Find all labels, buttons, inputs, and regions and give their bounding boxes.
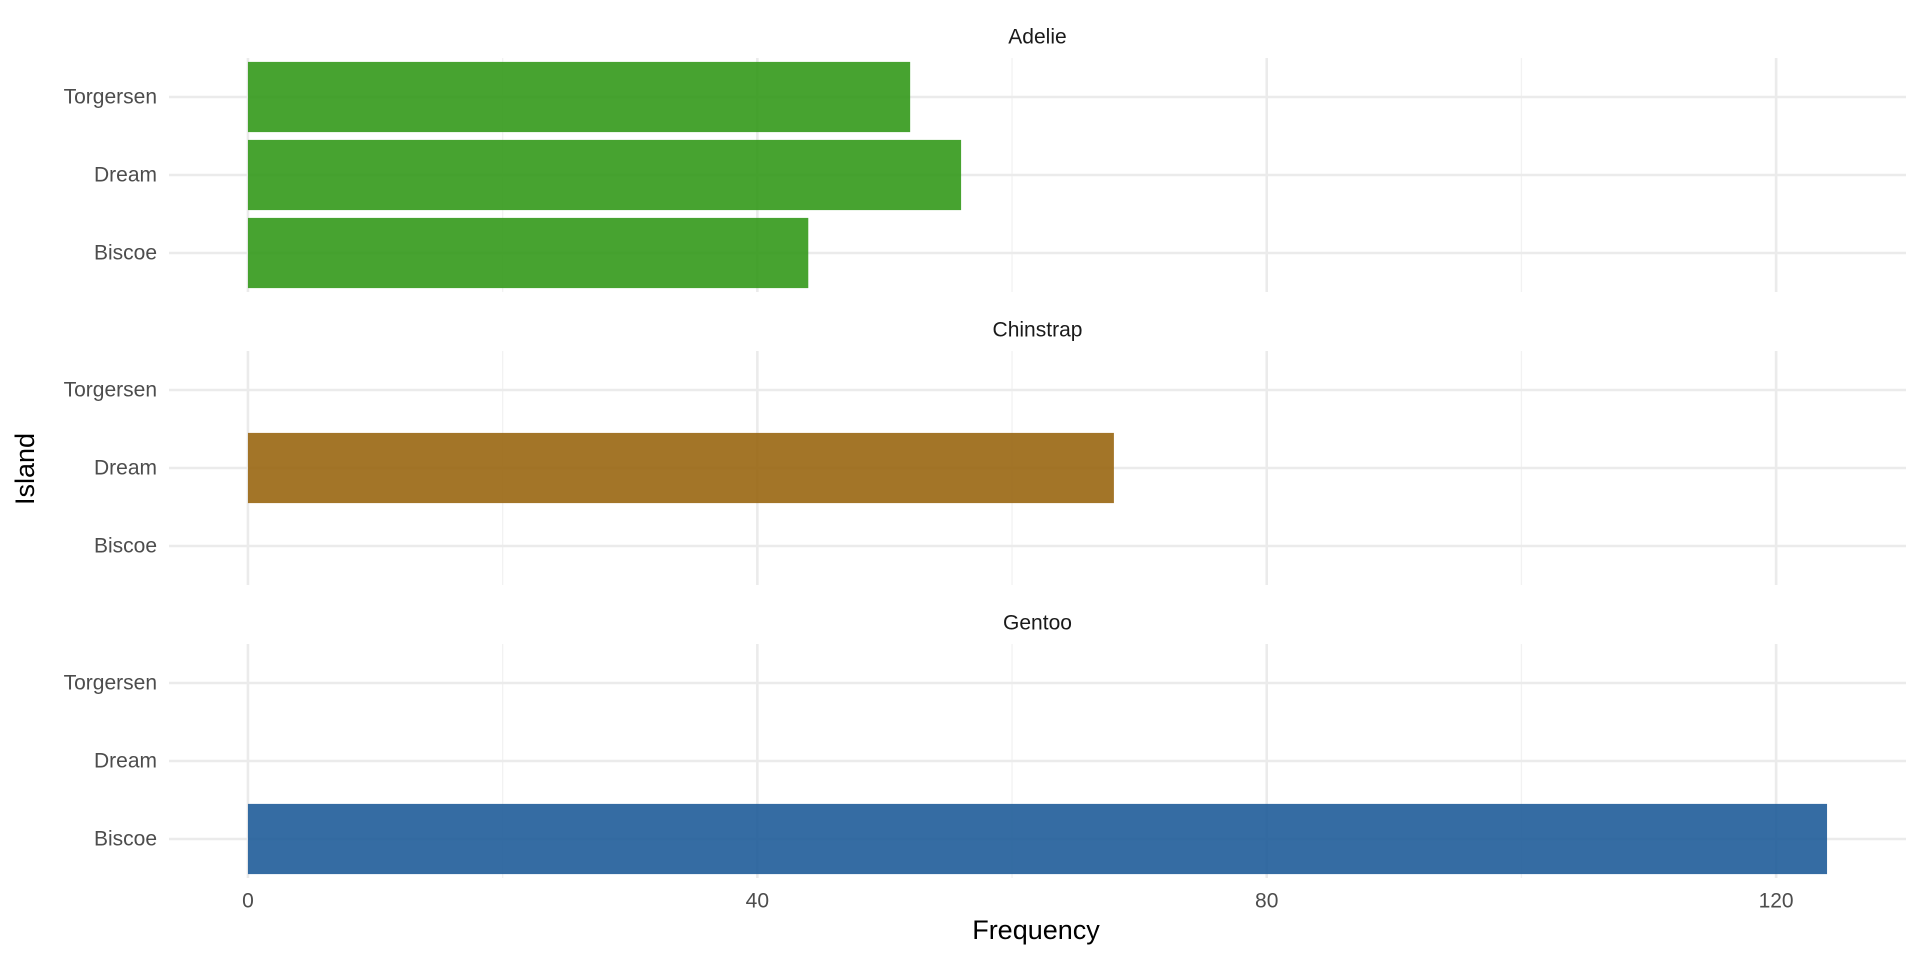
y-tick-label: Dream: [94, 457, 157, 480]
y-tick-label: Biscoe: [94, 535, 157, 558]
labels-layer: Biscoe Dream Torgersen Adelie Biscoe Dream Tor…: [64, 26, 1794, 913]
bar-adelie-dream: [247, 139, 962, 211]
bar-chinstrap-dream: [247, 432, 1114, 504]
y-tick-label: Dream: [94, 164, 157, 187]
bar-gentoo-biscoe: [247, 803, 1828, 875]
bar-adelie-torgersen: [247, 61, 911, 133]
facet-title-adelie: Adelie: [1008, 26, 1066, 49]
x-tick-label: 120: [1759, 890, 1794, 913]
x-tick-label: 80: [1255, 890, 1278, 913]
y-tick-label: Biscoe: [94, 828, 157, 851]
y-tick-label: Torgersen: [64, 379, 157, 402]
y-tick-label: Torgersen: [64, 672, 157, 695]
x-tick-label: 0: [242, 890, 254, 913]
y-axis-title: Island: [10, 433, 40, 505]
bars-layer: [247, 61, 1828, 875]
facet-title-chinstrap: Chinstrap: [993, 319, 1083, 342]
y-tick-label: Dream: [94, 750, 157, 773]
bar-adelie-biscoe: [247, 217, 809, 289]
facet-title-gentoo: Gentoo: [1003, 612, 1072, 635]
y-tick-label: Torgersen: [64, 86, 157, 109]
x-tick-label: 40: [746, 890, 769, 913]
x-axis-title: Frequency: [972, 915, 1100, 945]
y-tick-label: Biscoe: [94, 242, 157, 265]
